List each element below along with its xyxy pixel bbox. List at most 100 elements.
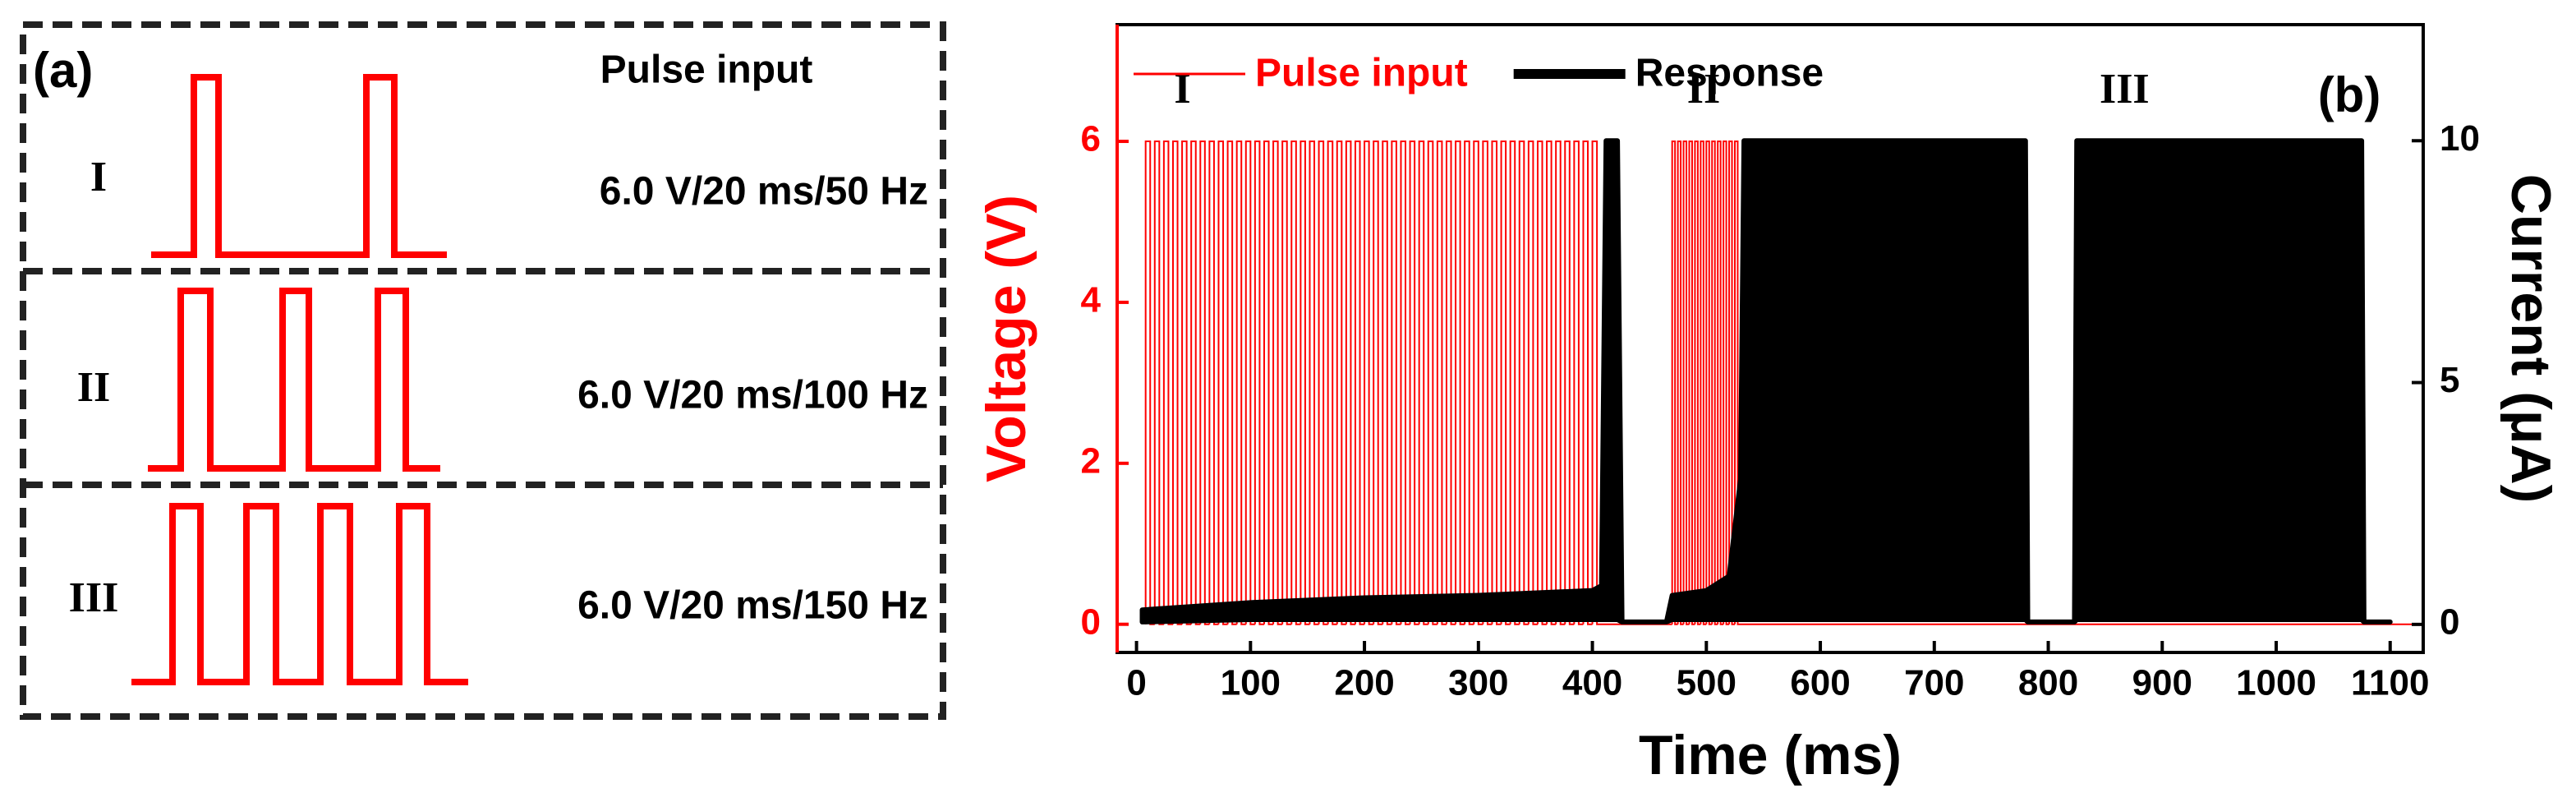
waveforms: [131, 74, 468, 685]
y2-tick-label: 0: [2440, 602, 2459, 642]
pulse: [1564, 141, 1575, 625]
x-tick-label: 300: [1448, 663, 1508, 703]
panel-label: (a): [33, 43, 93, 98]
pulse: [1733, 141, 2423, 625]
panel-a-frame: [20, 21, 946, 720]
pulse: [1364, 141, 1374, 625]
pulse: [1418, 141, 1428, 625]
pulse: [1688, 141, 1695, 625]
pulse: [1728, 141, 1735, 625]
pulse: [1509, 141, 1520, 625]
row-numeral: II: [77, 364, 110, 411]
panel-a: (a) Pulse input I 6.0 V/20 ms/50 Hz II 6…: [20, 21, 946, 720]
pulse: [1290, 141, 1301, 625]
pulse: [1671, 141, 1678, 625]
pulse: [1144, 141, 1155, 625]
pulse: [1254, 141, 1264, 625]
pulse: [1527, 141, 1538, 625]
pulse: [1181, 141, 1192, 625]
pulse: [1546, 141, 1557, 625]
x-tick-label: 1000: [2236, 663, 2316, 703]
pulse: [1723, 141, 1730, 625]
y-tick-label: 2: [1081, 440, 1101, 481]
row-numeral: III: [69, 574, 119, 621]
pulse: [1345, 141, 1355, 625]
pulse: [1555, 141, 1566, 625]
pulse: [1491, 141, 1502, 625]
pulse: [1409, 141, 1419, 625]
row-numeral: I: [90, 154, 107, 200]
pulse: [1427, 141, 1438, 625]
y-tick-label: 6: [1081, 119, 1101, 159]
region-label: II: [1687, 66, 1720, 113]
pulse: [1217, 141, 1228, 625]
row-text: 6.0 V/20 ms/150 Hz: [577, 584, 928, 628]
row-text: 6.0 V/20 ms/50 Hz: [600, 170, 928, 214]
x-tick-label: 400: [1562, 663, 1622, 703]
y-tick-label: 0: [1081, 602, 1101, 642]
pulse: [1208, 141, 1219, 625]
pulse: [1677, 141, 1684, 625]
pulse: [1263, 141, 1274, 625]
y2-tick-label: 5: [2440, 360, 2459, 400]
pulse: [1199, 141, 1210, 625]
pulse: [1153, 141, 1164, 625]
x-tick-label: 900: [2132, 663, 2192, 703]
pulse: [1582, 141, 1593, 625]
x-tick-label: 0: [1126, 663, 1146, 703]
legend-label: Response: [1635, 52, 1824, 95]
pulse: [1455, 141, 1465, 625]
pulse: [1473, 141, 1484, 625]
x-tick-label: 700: [1904, 663, 1964, 703]
pulse: [1711, 141, 1718, 625]
pulse: [1700, 141, 1707, 625]
pulse: [1281, 141, 1292, 625]
pulse: [1190, 141, 1201, 625]
pulse: [1500, 141, 1511, 625]
x-tick-label: 200: [1334, 663, 1394, 703]
y-axis-label: Voltage (V): [975, 195, 1037, 482]
waveform: [151, 74, 447, 258]
response-band: [1139, 138, 2393, 625]
row-text: 6.0 V/20 ms/100 Hz: [577, 374, 928, 417]
pulse: [1318, 141, 1328, 625]
pulse: [1436, 141, 1447, 625]
pulse: [1336, 141, 1346, 625]
panel-b: 0 100 200 300 400 500 600 700 800 900 1000 1100 0 2 4 6…: [975, 23, 2562, 786]
x-tick-label: 800: [2018, 663, 2078, 703]
x-tick-label: 100: [1221, 663, 1281, 703]
region-label: I: [1174, 66, 1190, 113]
panel-label: (b): [2318, 67, 2381, 122]
pulse: [1705, 141, 1713, 625]
pulse: [1300, 141, 1310, 625]
y2-axis-label: Current (μA): [2500, 174, 2562, 503]
y-tick-label: 4: [1081, 280, 1102, 320]
pulse: [1309, 141, 1319, 625]
pulse: [1382, 141, 1392, 625]
pulse: [1717, 141, 1724, 625]
pulse: [1162, 141, 1173, 625]
header: Pulse input: [600, 48, 813, 92]
pulse: [1482, 141, 1493, 625]
pulse: [1573, 141, 1584, 625]
pulse: [1518, 141, 1529, 625]
pulse: [1272, 141, 1283, 625]
pulse: [1682, 141, 1690, 625]
pulse: [1694, 141, 1701, 625]
pulse: [1226, 141, 1237, 625]
x-tick-label: 600: [1790, 663, 1850, 703]
pulse: [1400, 141, 1410, 625]
waveform: [131, 503, 468, 685]
pulse: [1235, 141, 1246, 625]
pulse: [1327, 141, 1337, 625]
pulse: [1171, 141, 1183, 625]
waveform: [148, 288, 440, 472]
pulse: [1354, 141, 1365, 625]
x-tick-label: 1100: [2351, 663, 2429, 703]
x-tick-label: 500: [1677, 663, 1736, 703]
pulse: [1445, 141, 1456, 625]
pulse: [1244, 141, 1255, 625]
region-label: III: [2100, 66, 2150, 113]
pulse: [1391, 141, 1401, 625]
